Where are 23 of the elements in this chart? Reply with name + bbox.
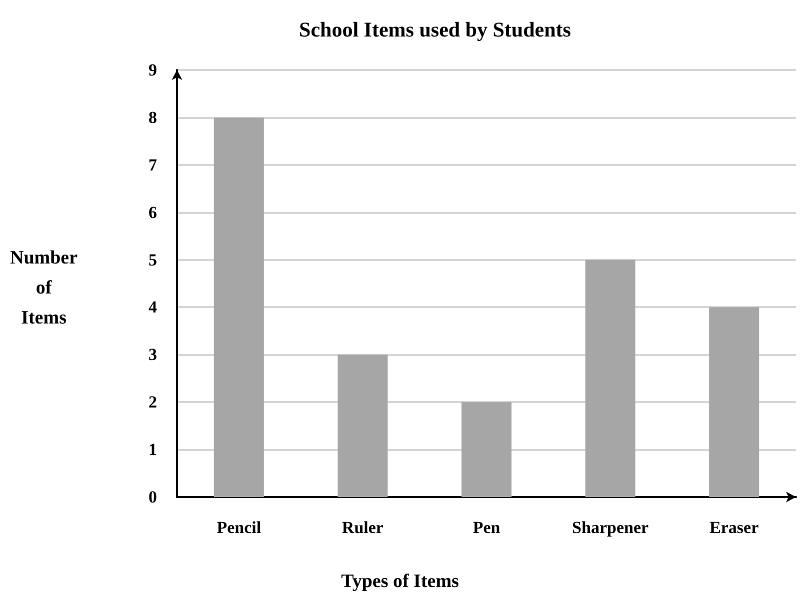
y-tick-label: 9 xyxy=(148,60,157,80)
y-tick-label: 7 xyxy=(148,155,158,174)
x-axis-title: Types of Items xyxy=(341,571,459,592)
chart-title: School Items used by Students xyxy=(299,18,571,42)
x-tick-label: Eraser xyxy=(710,518,760,537)
bar xyxy=(214,117,264,497)
y-tick-label: 1 xyxy=(148,440,157,460)
bar xyxy=(709,307,760,497)
bar xyxy=(585,260,636,497)
x-tick-label: Pencil xyxy=(216,518,262,537)
y-tick-label: 0 xyxy=(148,488,157,506)
x-tick-label: Pen xyxy=(472,518,501,537)
y-tick-label: 5 xyxy=(148,250,157,270)
x-tick-label: Ruler xyxy=(342,518,384,537)
y-tick-label: 4 xyxy=(148,298,158,317)
y-tick-label: 6 xyxy=(148,202,157,222)
x-tick-label: Sharpener xyxy=(572,518,650,537)
bar xyxy=(338,354,388,497)
y-tick-label: 3 xyxy=(148,345,157,364)
y-tick-label: 2 xyxy=(148,392,157,412)
bar xyxy=(462,402,512,497)
y-tick-label: 8 xyxy=(148,108,157,127)
y-axis-title: Number of Items xyxy=(10,248,78,328)
